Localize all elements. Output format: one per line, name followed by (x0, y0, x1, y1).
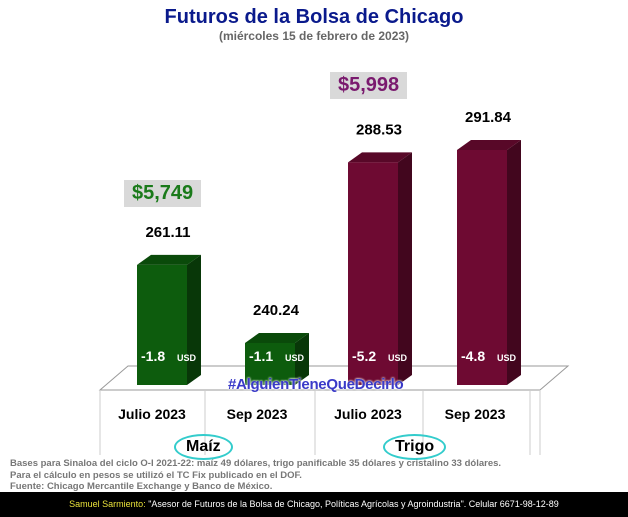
category-label: Sep 2023 (445, 406, 506, 422)
category-label: Sep 2023 (227, 406, 288, 422)
group-label-maiz: Maíz (174, 434, 233, 460)
bar-top (348, 152, 412, 163)
value-label: 288.53 (356, 121, 402, 138)
note-3: Fuente: Chicago Mercantile Exchange y Ba… (10, 481, 273, 492)
price-box-trigo: $5,998 (330, 72, 408, 99)
price-trigo: $5,998 (338, 74, 400, 96)
bar-side (295, 332, 309, 385)
category-label: Julio 2023 (334, 406, 402, 422)
change-label: -1.8 (141, 348, 165, 364)
change-unit: USD (177, 353, 197, 363)
chart-subtitle: (miércoles 15 de febrero de 2023) (218, 29, 410, 43)
change-label: -1.1 (249, 348, 273, 364)
bar (245, 342, 295, 385)
change-unit: USD (388, 353, 408, 363)
value-label: 261.11 (145, 224, 190, 241)
group-label-trigo: Trigo (383, 434, 447, 460)
footer-name: Samuel Sarmiento: (69, 499, 146, 509)
bar-side (187, 254, 201, 385)
change-unit: USD (497, 353, 517, 363)
footer-bar: Samuel Sarmiento: "Asesor de Futuros de … (0, 492, 628, 517)
chart-floor (98, 365, 570, 391)
bar-side (398, 152, 412, 385)
bar (457, 150, 507, 385)
watermark: #AlguienTieneQueDecirlo (228, 376, 404, 393)
bar (137, 264, 187, 385)
price-box-maiz: $5,749 (124, 180, 202, 207)
bar-side (507, 140, 521, 385)
value-label: 240.24 (253, 302, 300, 319)
chart-title: Futuros de la Bolsa de Chicago (164, 6, 464, 28)
footer-text: "Asesor de Futuros de la Bolsa de Chicag… (145, 499, 559, 509)
change-label: -5.2 (352, 348, 376, 364)
change-unit: USD (285, 353, 305, 363)
value-label: 291.84 (465, 109, 512, 126)
bar-chart: 261.11 -1.8 USD Julio 2023 240.24 -1.1 USD Sep … (98, 109, 570, 455)
bar (348, 162, 398, 385)
bar-top (137, 254, 201, 265)
bar-top (457, 140, 521, 150)
category-label: Julio 2023 (118, 406, 186, 422)
change-label: -4.8 (461, 348, 485, 364)
note-2: Para el cálculo en pesos se utilizó el T… (10, 470, 302, 481)
bar-top (245, 332, 309, 343)
note-1: Bases para Sinaloa del ciclo O-I 2021-22… (10, 458, 502, 469)
price-maiz: $5,749 (132, 182, 194, 204)
